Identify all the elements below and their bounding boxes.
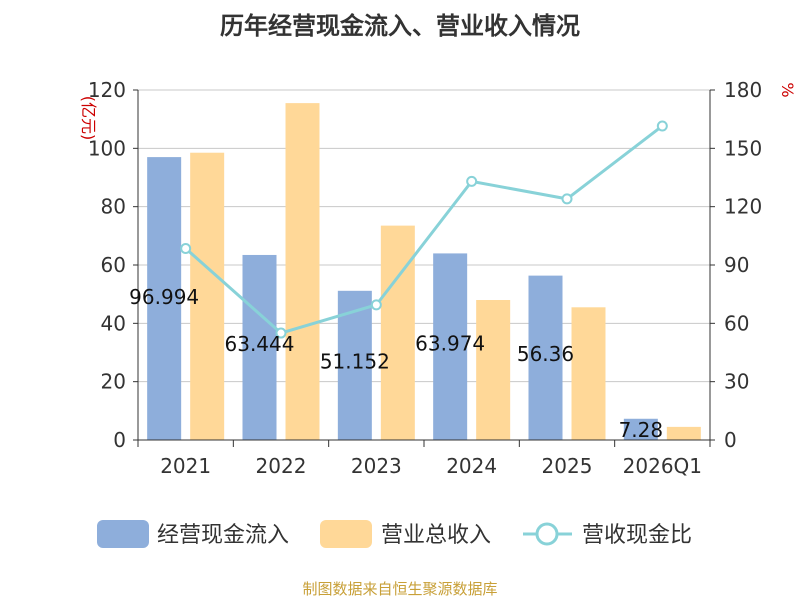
legend-swatch-cash-inflow	[97, 520, 149, 548]
right-axis-tick-label: 0	[724, 428, 737, 452]
ratio-point	[275, 327, 287, 339]
revenue-bar	[476, 300, 511, 440]
left-axis-unit: (亿元)	[79, 96, 98, 141]
cash-inflow-bar	[242, 254, 277, 440]
left-axis-tick-label: 0	[113, 428, 126, 452]
ratio-point	[656, 120, 668, 132]
right-axis-tick-label: 60	[724, 311, 749, 335]
line-layer	[180, 120, 668, 339]
left-axis-tick-label: 60	[101, 253, 126, 277]
right-axis-tick-label: 30	[724, 370, 749, 394]
legend: 经营现金流入 营业总收入 营收现金比	[97, 520, 692, 548]
source-note: 制图数据来自恒生聚源数据库	[302, 580, 498, 598]
cash-inflow-bar	[528, 275, 563, 440]
ratio-line	[184, 124, 664, 335]
cash-inflow-bar	[147, 157, 182, 440]
cash-inflow-bar	[623, 418, 658, 440]
bar-layer	[147, 103, 701, 441]
x-axis-tick-label: 2025	[542, 454, 593, 478]
cash-inflow-data-label: 96.994	[129, 285, 199, 309]
ratio-point	[466, 175, 478, 187]
right-axis-tick-label: 90	[724, 253, 749, 277]
right-axis-tick-label: 120	[724, 195, 762, 219]
cash-inflow-data-label: 56.36	[517, 342, 574, 366]
left-axis-tick-label: 100	[88, 136, 126, 160]
revenue-bar	[285, 103, 320, 440]
revenue-bar	[666, 426, 701, 440]
x-axis-tick-label: 2021	[160, 454, 211, 478]
legend-label-revenue: 营业总收入	[381, 523, 491, 548]
revenue-bar	[571, 307, 606, 440]
right-axis-unit: %	[778, 82, 797, 97]
x-axis-tick-label: 2024	[446, 454, 497, 478]
x-axis-tick-label: 2022	[256, 454, 307, 478]
legend-swatch-revenue	[320, 520, 372, 548]
ratio-point	[180, 242, 192, 254]
ratio-point	[370, 299, 382, 311]
cash-inflow-data-label: 63.444	[225, 332, 295, 356]
label-layer: 96.994 63.444 51.152 63.974 56.36 7.28	[129, 285, 663, 442]
revenue-bar	[190, 152, 225, 441]
axis-layer: 0 20 40 60 80 100 120 0 30 60 90 120 150 180 (亿元)% 2021…	[79, 78, 797, 478]
left-axis-tick-label: 40	[101, 311, 126, 335]
right-axis-tick-label: 150	[724, 136, 762, 160]
revenue-bar	[380, 225, 415, 440]
ratio-point	[561, 193, 573, 205]
x-axis-tick-label: 2023	[351, 454, 402, 478]
chart-title: 历年经营现金流入、营业收入情况	[220, 12, 580, 40]
left-axis-tick-label: 20	[101, 370, 126, 394]
x-axis-tick-label: 2026Q1	[623, 454, 702, 478]
cash-inflow-data-label: 7.28	[619, 418, 664, 442]
right-axis-tick-label: 180	[724, 78, 762, 102]
left-axis-tick-label: 80	[101, 195, 126, 219]
legend-label-cash-inflow: 经营现金流入	[157, 523, 289, 548]
cash-inflow-data-label: 51.152	[320, 349, 390, 373]
grid-layer	[138, 89, 710, 383]
cash-inflow-data-label: 63.974	[415, 331, 485, 355]
legend-swatch-ratio-marker	[535, 522, 559, 546]
legend-label-ratio: 营收现金比	[582, 523, 692, 548]
cash-inflow-bar	[433, 253, 468, 440]
left-axis-tick-label: 120	[88, 78, 126, 102]
